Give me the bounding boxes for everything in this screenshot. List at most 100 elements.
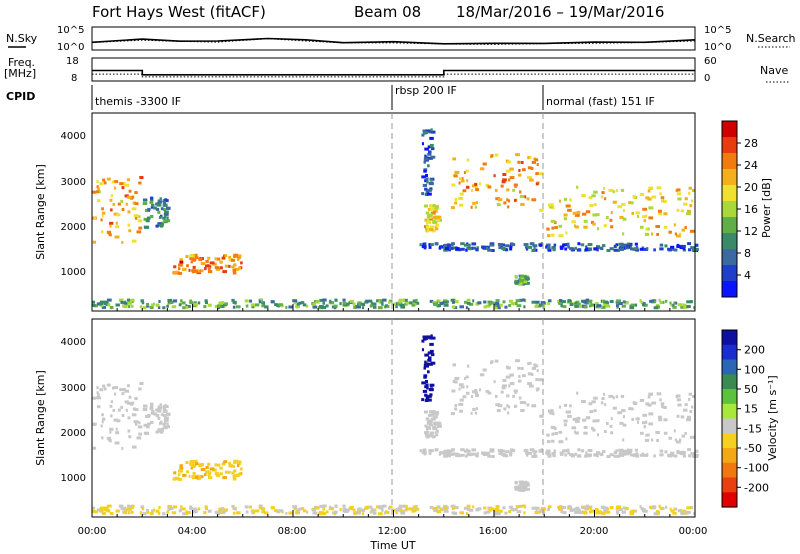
power-echo-cell <box>425 129 431 133</box>
xtick-1: 04:00 <box>178 526 207 537</box>
velocity-echo-cell <box>643 425 647 429</box>
power-echo-cell <box>497 304 501 308</box>
power-echo-cell <box>430 243 434 247</box>
velocity-echo-cell <box>150 421 154 424</box>
velocity-echo-cell <box>96 396 100 400</box>
velocity-echo-cell <box>221 462 226 466</box>
power-echo-cell <box>429 143 434 147</box>
velocity-echo-cell <box>643 453 649 457</box>
power-echo-cell <box>437 218 440 222</box>
power-echo-cell <box>93 217 97 221</box>
power-echo-cell <box>682 247 686 251</box>
power-echo-cell <box>465 248 468 252</box>
velocity-echo-cell <box>629 512 635 516</box>
power-echo-cell <box>540 301 546 305</box>
colorbar-swatch <box>722 418 737 434</box>
power-echo-cell <box>653 248 656 252</box>
velocity-echo-cell <box>494 359 499 363</box>
power-echo-cell <box>285 305 288 309</box>
velocity-echo-cell <box>360 508 365 512</box>
velocity-echo-cell <box>603 509 608 513</box>
power-echo-cell <box>194 269 199 273</box>
velocity-echo-cell <box>113 418 118 422</box>
power-echo-cell <box>134 216 138 220</box>
power-echo-cell <box>221 256 226 260</box>
power-echo-cell <box>518 190 522 194</box>
power-ytick-4000: 4000 <box>61 131 86 142</box>
power-echo-cell <box>108 233 112 237</box>
power-echo-cell <box>123 305 127 309</box>
power-echo-cell <box>206 264 210 268</box>
velocity-echo-cell <box>207 462 211 466</box>
power-echo-cell <box>414 303 417 307</box>
power-echo-cell <box>557 299 561 303</box>
power-echo-cell <box>562 300 567 304</box>
velocity-echo-cell <box>157 429 161 433</box>
power-echo-cell <box>688 186 692 190</box>
velocity-echo-cell <box>525 453 529 457</box>
velocity-echo-cell <box>136 436 142 440</box>
velocity-echo-cell <box>582 418 587 422</box>
power-echo-cell <box>424 204 428 208</box>
velocity-echo-cell <box>535 506 540 510</box>
power-echo-cell <box>315 300 320 304</box>
power-echo-cell <box>127 210 131 214</box>
power-echo-cell <box>110 194 113 198</box>
velocity-echo-cell <box>547 508 550 512</box>
power-echo-cell <box>680 209 685 213</box>
velocity-echo-cell <box>115 427 118 431</box>
power-echo-cell <box>430 128 433 132</box>
velocity-echo-cell <box>673 507 678 511</box>
power-echo-cell <box>423 242 427 246</box>
velocity-echo-cell <box>157 416 161 420</box>
velocity-echo-cell <box>534 364 539 368</box>
velocity-echo-cell <box>620 394 625 398</box>
power-echo-cell <box>451 183 456 187</box>
velocity-echo-cell <box>688 397 691 401</box>
velocity-echo-cell <box>576 416 581 420</box>
power-echo-cell <box>539 243 543 247</box>
power-echo-cell <box>646 247 649 251</box>
velocity-echo-cell <box>228 461 232 465</box>
power-echo-cell <box>421 244 426 248</box>
power-echo-cell <box>523 305 526 309</box>
power-echo-cell <box>101 305 107 309</box>
velocity-echo-cell <box>569 509 574 513</box>
velocity-echo-cell <box>121 414 125 417</box>
velocity-echo-cell <box>648 412 654 416</box>
freq-label-2: [MHz] <box>4 67 36 80</box>
power-echo-cell <box>150 215 154 218</box>
velocity-echo-cell <box>163 425 168 429</box>
power-echo-cell <box>198 258 203 261</box>
velocity-echo-cell <box>603 506 608 510</box>
power-echo-cell <box>616 304 620 308</box>
power-echo-cell <box>214 304 217 308</box>
velocity-echo-cell <box>423 366 426 370</box>
velocity-echo-cell <box>382 504 387 508</box>
velocity-echo-cell <box>162 405 166 409</box>
velocity-echo-cell <box>676 394 681 398</box>
velocity-echo-cell <box>204 505 208 509</box>
power-echo-cell <box>643 247 649 251</box>
velocity-echo-cell <box>182 507 186 511</box>
power-echo-cell <box>550 219 556 223</box>
power-echo-cell <box>531 300 536 304</box>
velocity-echo-cell <box>185 510 188 514</box>
power-echo-cell <box>92 303 96 307</box>
velocity-echo-cell <box>502 384 507 388</box>
power-echo-cell <box>645 214 648 218</box>
power-echo-cell <box>97 190 101 194</box>
velocity-echo-cell <box>443 454 448 458</box>
velocity-echo-cell <box>459 511 464 515</box>
power-echo-cell <box>688 248 692 252</box>
power-echo-cell <box>651 195 657 199</box>
velocity-echo-cell <box>678 438 682 442</box>
velocity-echo-cell <box>102 384 106 388</box>
power-echo-cell <box>166 219 171 223</box>
velocity-echo-cell <box>465 375 469 379</box>
power-colorbar-tick-label: 24 <box>744 159 758 172</box>
power-echo-cell <box>121 186 125 190</box>
power-echo-cell <box>214 257 218 261</box>
velocity-echo-cell <box>218 507 224 511</box>
velocity-echo-cell <box>550 409 554 413</box>
